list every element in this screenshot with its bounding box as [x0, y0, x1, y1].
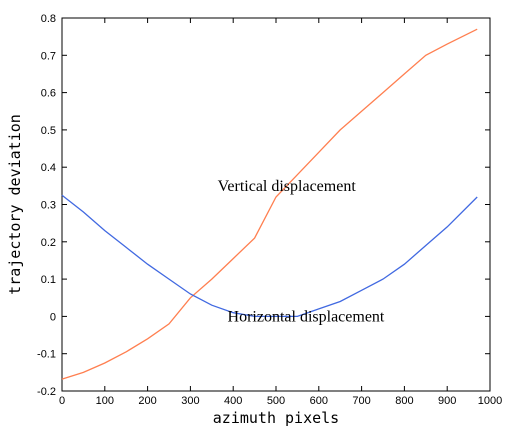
x-tick-label: 100: [96, 395, 114, 407]
x-tick-label: 1000: [478, 395, 502, 407]
annotation-label: Vertical displacement: [218, 178, 357, 195]
annotation-label: Horizontal displacement: [228, 308, 385, 325]
ticks-layer: 0 100 200 300 400 500 600 700 800 900 1000 -0.2 -0.1…: [37, 13, 502, 407]
x-tick-label: 600: [310, 395, 328, 407]
x-tick-label: 0: [59, 395, 65, 407]
x-tick-label: 500: [267, 395, 285, 407]
series-line: [61, 194, 478, 318]
x-tick-label: 200: [138, 395, 156, 407]
y-tick-label: 0.4: [41, 162, 56, 174]
y-tick-label: 0.1: [41, 274, 56, 286]
y-tick-label: 0.2: [41, 237, 56, 249]
annotations-layer: Vertical displacement Horizontal displace…: [218, 178, 385, 326]
plot-frame: [61, 17, 491, 392]
x-axis-label: azimuth pixels: [213, 409, 339, 427]
x-tick-label: 800: [395, 395, 413, 407]
series-line: [61, 28, 478, 380]
y-tick-label: 0.6: [41, 88, 56, 100]
y-tick-label: 0.5: [41, 125, 56, 137]
x-tick-label: 400: [224, 395, 242, 407]
y-tick-label: 0.8: [41, 13, 56, 25]
x-tick-label: 900: [438, 395, 456, 407]
y-tick-label: 0.7: [41, 50, 56, 62]
y-axis-label: trajectory deviation: [6, 114, 24, 295]
x-tick-label: 300: [181, 395, 199, 407]
y-tick-label: -0.2: [37, 386, 56, 398]
y-tick-label: 0: [50, 311, 56, 323]
series-layer: [61, 28, 478, 380]
y-tick-label: 0.3: [41, 200, 56, 212]
x-tick-label: 700: [352, 395, 370, 407]
y-tick-label: -0.1: [37, 349, 56, 361]
